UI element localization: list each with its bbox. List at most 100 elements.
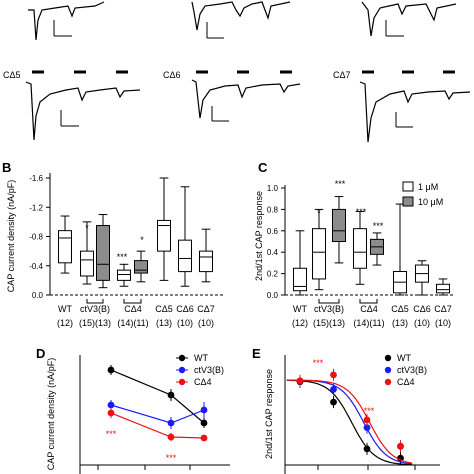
x-group-n: (10) <box>177 318 193 328</box>
x-group-label: CΔ6 <box>413 304 431 314</box>
group-bracket <box>86 299 104 304</box>
x-group-n: (10) <box>435 318 451 328</box>
box <box>58 230 72 264</box>
sig-d-ctv3: ** <box>107 402 115 412</box>
sig-c-cd4-10: *** <box>373 221 384 231</box>
x-group-n: (12) <box>57 318 73 328</box>
trace-row-2: CΔ5 CΔ6 CΔ7 <box>3 70 471 143</box>
data-point <box>363 424 371 431</box>
sig-e-cd4-1: *** <box>313 358 324 368</box>
x-group-label: CΔ5 <box>391 304 409 314</box>
trace-label-cd7: CΔ7 <box>333 70 351 80</box>
trace-top-right <box>361 1 457 37</box>
box <box>199 250 213 273</box>
group-bracket <box>123 299 142 304</box>
fit-curve <box>286 379 413 464</box>
x-group-n: (10) <box>414 318 430 328</box>
box <box>157 219 171 252</box>
box <box>436 283 450 294</box>
y-tick-label: 0.2 <box>267 270 279 279</box>
panel-e-series <box>286 368 413 466</box>
legend-label-ctv3: ctV3(B) <box>397 365 427 375</box>
panel-b-y-ticks: -1.6 -1.2 -0.8 -0.4 0.0 <box>29 174 50 300</box>
sig-c-ctv3-10: *** <box>335 179 346 189</box>
x-group-label: ctV3(B) <box>314 304 344 314</box>
y-tick-label: 0.0 <box>267 291 279 300</box>
data-point <box>330 385 337 393</box>
y-tick-label: 0.6 <box>267 227 279 236</box>
x-group-n: (10) <box>198 318 214 328</box>
series-line <box>110 412 205 439</box>
x-group-label: ctV3(B) <box>80 304 110 314</box>
y-tick-label: 0.4 <box>267 248 279 257</box>
panel-c: C 2nd/1st CAP response 0.0 0.2 0.4 0.6 0.8 1.… <box>254 160 455 328</box>
panel-d-series <box>107 365 208 442</box>
y-tick-label: 1.0 <box>267 184 279 193</box>
data-point <box>330 398 337 406</box>
panel-letter-d: D <box>36 346 45 361</box>
box <box>178 239 192 273</box>
legend-swatch-10um <box>402 196 414 207</box>
legend-label-cd4: CΔ4 <box>397 377 415 387</box>
x-group-label: CΔ4 <box>124 304 142 314</box>
x-group-label: CΔ7 <box>434 304 452 314</box>
data-point <box>200 419 208 427</box>
data-point <box>296 377 304 385</box>
y-tick-label: -1.6 <box>29 174 43 183</box>
legend-label-wt: WT <box>397 353 411 363</box>
trace-label-cd5: CΔ5 <box>3 70 21 80</box>
sig-d-cd4-1: *** <box>106 429 117 439</box>
x-group-label: WT <box>58 304 72 314</box>
legend-marker-cd4 <box>384 378 392 386</box>
panel-b-x-labels: WT (12) ctV3(B) (15)(13) CΔ4 (14)(11) CΔ5 (13) C… <box>57 299 215 328</box>
x-group-n: (13) <box>156 318 172 328</box>
trace-top-middle <box>191 1 291 31</box>
panel-c-ylabel: 2nd/1st CAP response <box>254 191 264 281</box>
panel-d: D CAP current density (nA/pF) ** *** ***… <box>36 346 230 474</box>
sig-d-cd4-2: *** <box>166 453 177 463</box>
box <box>96 225 110 281</box>
data-point <box>363 416 371 424</box>
panel-c-y-ticks: 0.0 0.2 0.4 0.6 0.8 1.0 <box>267 184 285 300</box>
x-group-label: WT <box>293 304 307 314</box>
legend-label-10um: 10 μM <box>418 197 443 207</box>
x-group-n: (15)(13) <box>79 318 111 328</box>
panel-e-ylabel: 2nd/1st CAP response <box>264 369 274 459</box>
trace-row-1 <box>28 1 457 41</box>
y-tick-label: -0.4 <box>29 262 43 271</box>
x-group-n: (13) <box>392 318 408 328</box>
box <box>80 250 94 277</box>
sig-b-cd4-10: * <box>140 235 144 245</box>
panel-letter-b: B <box>2 160 11 175</box>
legend-marker-ctv3 <box>384 366 392 374</box>
y-tick-label: -1.2 <box>29 203 43 212</box>
data-point <box>107 401 115 409</box>
legend-label-cd4: CΔ4 <box>194 377 212 387</box>
box <box>293 267 307 292</box>
panel-b-ylabel: CAP current density (nA/pF) <box>6 180 16 292</box>
box <box>353 228 367 269</box>
data-point <box>107 366 115 374</box>
panel-b-boxes <box>58 177 213 289</box>
y-tick-label: 0.0 <box>32 291 44 300</box>
legend-swatch-1um <box>402 181 414 192</box>
x-group-n: (15)(13) <box>313 318 345 328</box>
trace-cd5 <box>25 81 141 141</box>
legend-label-wt: WT <box>194 353 208 363</box>
y-tick-label: 0.8 <box>267 205 279 214</box>
panel-letter-e: E <box>252 346 261 361</box>
legend-marker-wt <box>384 354 392 362</box>
sig-c-ctv3-1: * <box>317 208 321 218</box>
data-point <box>397 454 404 462</box>
sig-b-ctv3: * <box>85 223 89 233</box>
fit-curve <box>286 379 413 466</box>
x-group-n: (14)(11) <box>117 318 148 328</box>
data-point <box>363 445 371 453</box>
x-group-label: CΔ7 <box>197 304 215 314</box>
data-point <box>167 419 175 427</box>
panel-d-ylabel: CAP current density (nA/pF) <box>46 358 56 470</box>
panel-letter-c: C <box>258 160 268 175</box>
series-line <box>110 404 205 424</box>
data-point <box>167 391 175 399</box>
